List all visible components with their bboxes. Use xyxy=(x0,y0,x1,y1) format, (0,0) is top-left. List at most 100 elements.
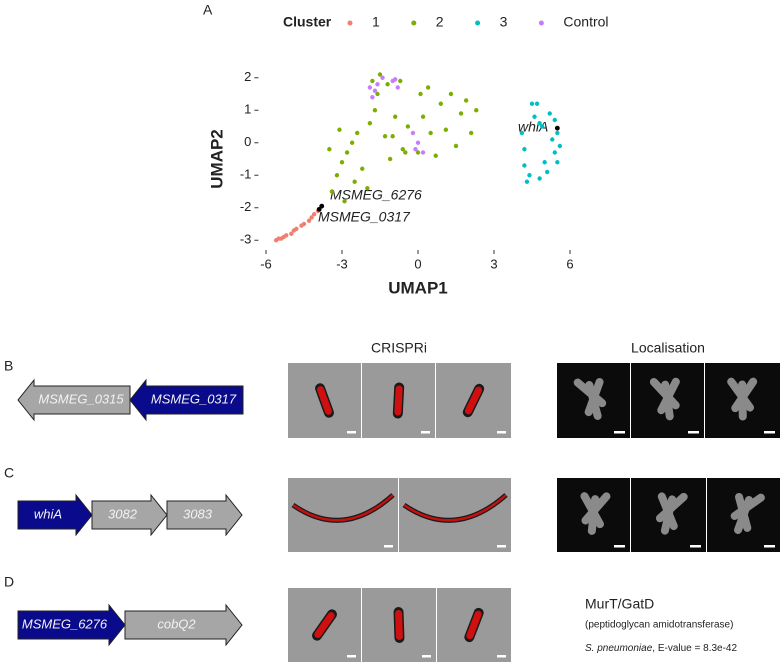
point xyxy=(527,173,532,178)
point xyxy=(375,91,380,97)
point xyxy=(405,124,411,129)
panel-label: A xyxy=(203,2,213,18)
legend-swatch xyxy=(538,20,544,26)
y-tick-label: -1 xyxy=(240,167,252,182)
homology-description: (peptidoglycan amidotransferase) xyxy=(585,620,733,631)
point xyxy=(557,143,563,149)
point xyxy=(534,101,540,106)
point xyxy=(360,166,365,171)
point xyxy=(311,212,317,217)
gene-arrow xyxy=(17,493,93,537)
point xyxy=(337,127,342,132)
cell-stain xyxy=(403,494,507,522)
scale-bar xyxy=(614,545,625,548)
homology-name: MurT/GatD xyxy=(585,596,654,612)
x-tick-label: -6 xyxy=(260,256,272,271)
scale-bar xyxy=(422,655,431,658)
highlight-point xyxy=(316,206,322,212)
legend-swatch xyxy=(475,20,481,26)
point xyxy=(532,114,537,119)
point xyxy=(555,130,560,136)
point xyxy=(339,160,345,165)
gene-label: 3082 xyxy=(108,506,138,521)
y-tick-label: -2 xyxy=(240,199,252,214)
point xyxy=(474,108,479,113)
point xyxy=(377,72,383,77)
cell-stain xyxy=(314,612,335,638)
x-tick-label: 0 xyxy=(414,256,421,271)
point xyxy=(420,114,426,119)
point xyxy=(385,82,390,87)
point xyxy=(418,91,423,97)
cell-stain xyxy=(464,386,483,415)
annotation: MSMEG_0317 xyxy=(318,209,411,225)
point xyxy=(367,121,373,126)
point xyxy=(342,199,347,204)
point xyxy=(415,140,421,145)
point xyxy=(403,150,408,155)
point xyxy=(410,130,416,136)
gene-arrow xyxy=(91,493,168,537)
point xyxy=(425,85,431,90)
cell-fluorescence xyxy=(584,378,604,417)
column-header: Localisation xyxy=(631,340,705,356)
legend-label: Control xyxy=(563,14,608,30)
scale-bar xyxy=(764,545,775,548)
scale-bar xyxy=(497,655,506,658)
legend-label: 3 xyxy=(500,14,508,30)
scale-bar xyxy=(690,545,701,548)
legend-title: Cluster xyxy=(283,14,332,30)
point xyxy=(453,143,459,149)
y-tick-label: 2 xyxy=(244,69,251,84)
highlight-point xyxy=(319,203,325,209)
gene-arrow xyxy=(124,603,243,647)
scale-bar xyxy=(497,545,506,548)
organism: S. pneumoniae xyxy=(585,643,653,654)
highlight-point xyxy=(554,125,560,131)
point xyxy=(395,85,400,90)
point xyxy=(306,218,312,223)
panel-label: D xyxy=(4,574,14,590)
cell-fluorescence xyxy=(581,492,611,525)
point xyxy=(289,231,294,236)
legend-swatch xyxy=(411,20,417,26)
scale-bar xyxy=(347,655,356,658)
legend-swatch xyxy=(347,20,353,26)
scale-bar xyxy=(347,431,356,434)
gene-label: MSMEG_6276 xyxy=(22,616,108,631)
point xyxy=(522,147,527,152)
point xyxy=(367,85,373,90)
y-tick-label: -3 xyxy=(240,232,252,247)
point xyxy=(398,78,403,84)
point xyxy=(420,150,426,155)
point xyxy=(415,150,421,155)
column-header: CRISPRi xyxy=(371,340,427,356)
point xyxy=(524,179,530,184)
gene-arrow xyxy=(166,493,243,537)
point xyxy=(443,127,449,132)
point xyxy=(545,169,550,175)
gene-label: MSMEG_0317 xyxy=(151,391,237,406)
cell-stain xyxy=(317,386,332,415)
scale-bar xyxy=(384,545,393,548)
x-axis-title: UMAP1 xyxy=(388,278,448,297)
scale-bar xyxy=(421,431,430,434)
point xyxy=(458,111,464,116)
gene-arrow xyxy=(129,378,244,422)
gene-label: cobQ2 xyxy=(157,616,196,631)
x-tick-label: -3 xyxy=(336,256,348,271)
point xyxy=(438,101,443,106)
point xyxy=(301,221,307,227)
gene-label: 3083 xyxy=(183,506,213,521)
point xyxy=(539,124,545,129)
point xyxy=(372,88,378,93)
cell-fluorescence xyxy=(730,493,765,520)
point xyxy=(529,101,535,106)
point xyxy=(372,108,378,113)
micrograph xyxy=(399,478,511,552)
point xyxy=(537,176,542,181)
point xyxy=(552,117,557,123)
legend-label: 1 xyxy=(372,14,380,30)
point xyxy=(555,160,560,165)
point xyxy=(400,147,405,152)
